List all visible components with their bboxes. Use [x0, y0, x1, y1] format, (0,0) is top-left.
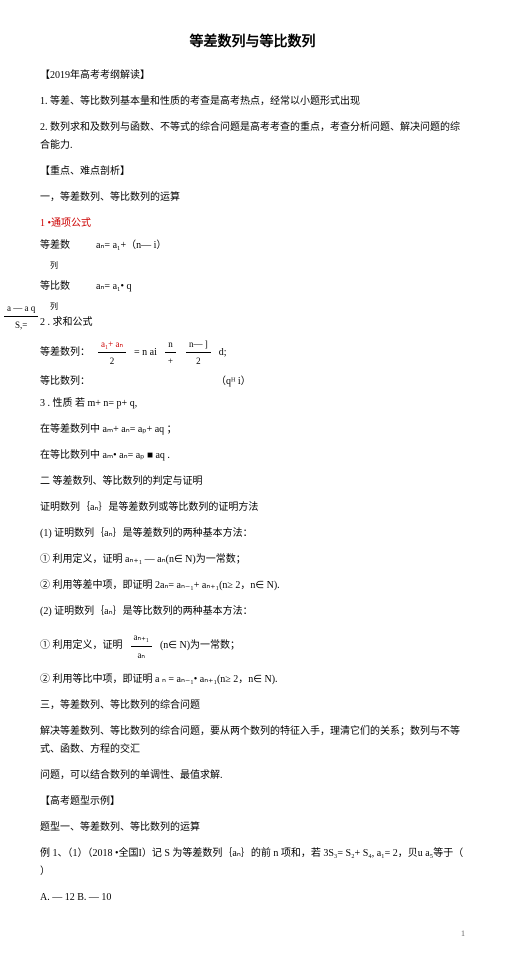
sum-geo: 等比数列： （qᴴ i） — [40, 373, 465, 391]
sum-geo-label: 等比数列： — [40, 373, 90, 391]
exam-header: 【2019年高考考纲解读】 — [40, 67, 465, 85]
arith-formula: 等差数 aₙ= a₁+（n— i） — [40, 237, 465, 255]
geo-formula: 等比数 aₙ= a₁• q — [40, 278, 465, 296]
proof1-m1: ① 利用定义，证明 aₙ₊₁ — aₙ(n∈ N)为一常数； — [40, 551, 465, 569]
comp-1: 解决等差数列、等比数列的综合问题，要从两个数列的特征入手，理清它们的关系；数列与… — [40, 723, 465, 759]
point-2: 2. 数列求和及数列与函数、不等式的综合问题是高考考查的重点，考查分析问题、解决… — [40, 119, 465, 155]
arith-label: 等差数 — [40, 237, 70, 255]
sum-mid: = n ai — [134, 344, 157, 362]
proof2-title: (2) 证明数列｛aₙ｝是等比数列的两种基本方法： — [40, 603, 465, 621]
page-title: 等差数列与等比数列 — [40, 30, 465, 55]
proof2-m2: ② 利用等比中项，即证明 a ₙ = aₙ₋₁• aₙ₊₁(n≥ 2，n∈ N)… — [40, 671, 465, 689]
sum-arith-label: 等差数列： — [40, 344, 90, 362]
arith-expr: aₙ= a₁+（n— i） — [96, 237, 166, 255]
example-header: 【高考题型示例】 — [40, 793, 465, 811]
side-fraction: a — a q S,= — [2, 300, 40, 333]
proof1-m2: ② 利用等差中项，即证明 2aₙ= aₙ₋₁+ aₙ₊₁(n≥ 2，n∈ N). — [40, 577, 465, 595]
section-1: 一，等差数列、等比数列的运算 — [40, 189, 465, 207]
section-3: 三，等差数列、等比数列的综合问题 — [40, 697, 465, 715]
sum-end: d; — [219, 344, 227, 362]
geo-expr: aₙ= a₁• q — [96, 278, 132, 296]
frac-2: n + — [165, 336, 176, 369]
point-1: 1. 等差、等比数列基本量和性质的考查是高考热点，经常以小题形式出现 — [40, 93, 465, 111]
item-3: 3 . 性质 若 m+ n= p+ q, — [40, 395, 465, 413]
proof2-m1-post: (n∈ N)为一常数； — [160, 637, 240, 655]
sum-geo-expr: （qᴴ i） — [216, 373, 251, 391]
proof1-title: (1) 证明数列｛aₙ｝是等差数列的两种基本方法： — [40, 525, 465, 543]
frac-1: a₁+ aₙ 2 — [98, 336, 126, 369]
item-2: 2 . 求和公式 — [40, 314, 465, 332]
geo-label: 等比数 — [40, 278, 70, 296]
key-header: 【重点、难点剖析】 — [40, 163, 465, 181]
arith-sub: 列 — [50, 259, 465, 273]
proof2-frac: aₙ₊₁ aₙ — [131, 629, 152, 662]
section-2: 二 等差数列、等比数列的判定与证明 — [40, 473, 465, 491]
example-1-choices: A. — 12 B. — 10 — [40, 889, 465, 907]
example-type: 题型一、等差数列、等比数列的运算 — [40, 819, 465, 837]
page-number: 1 — [40, 927, 465, 941]
proof2-m1: ① 利用定义，证明 aₙ₊₁ aₙ (n∈ N)为一常数； — [40, 629, 465, 662]
comp-2: 问题，可以结合数列的单调性、最值求解. — [40, 767, 465, 785]
geo-sub: 列 — [50, 300, 465, 314]
proof2-m1-pre: ① 利用定义，证明 — [40, 637, 123, 655]
property-1: 在等差数列中 aₘ+ aₙ= aₚ+ aq ； — [40, 421, 465, 439]
sum-arith: 等差数列： a₁+ aₙ 2 = n ai n + n— ] 2 d; — [40, 336, 465, 369]
property-2: 在等比数列中 aₘ• aₙ= aₚ ■ aq . — [40, 447, 465, 465]
item-1: 1 •通项公式 — [40, 215, 465, 233]
example-1: 例 1、（1）（2018 •全国I）记 S 为等差数列｛aₙ｝的前 n 项和，若… — [40, 845, 465, 881]
proof-intro: 证明数列｛aₙ｝是等差数列或等比数列的证明方法 — [40, 499, 465, 517]
frac-3: n— ] 2 — [186, 336, 211, 369]
